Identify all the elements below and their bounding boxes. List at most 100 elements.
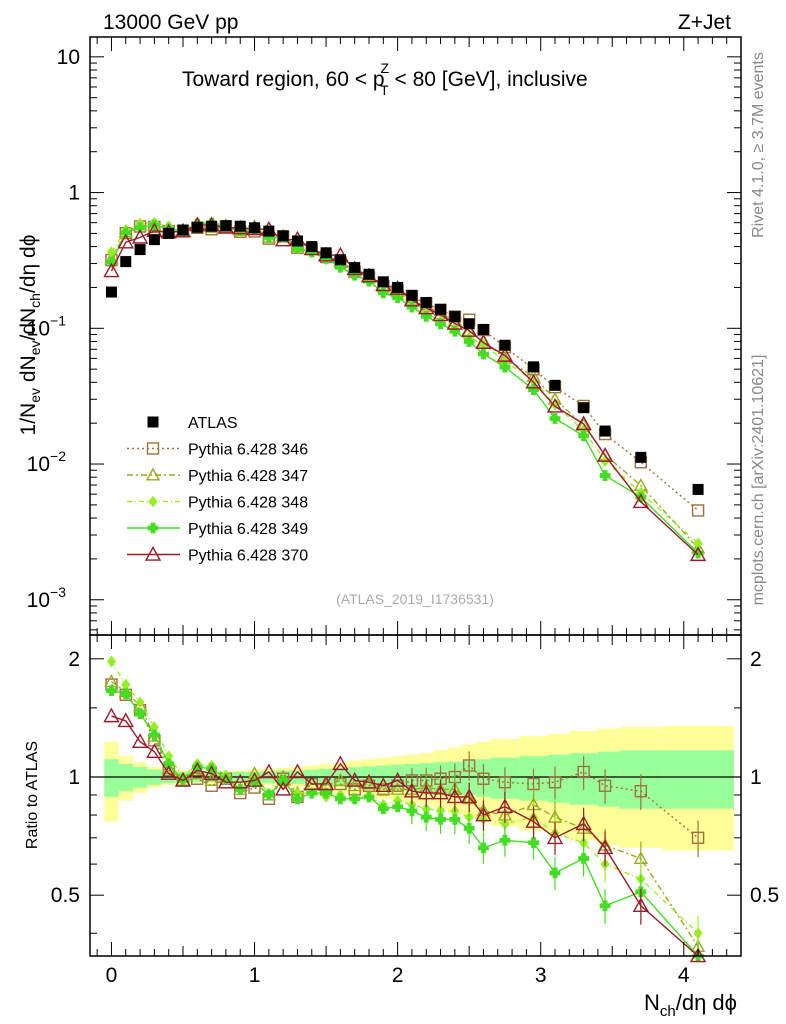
- ratio-point-pythia-6-428-370: [217, 773, 235, 789]
- point-pythia-6-428-370: [496, 347, 514, 362]
- atlas-point: [249, 222, 261, 234]
- point-pythia-6-428-349: [420, 310, 432, 322]
- ratio-point-pythia-6-428-347: [347, 778, 362, 792]
- point-pythia-6-428-349: [463, 336, 475, 347]
- ratio-point-pythia-6-428-349: [499, 834, 511, 846]
- y-tick-exp: −3: [50, 584, 66, 600]
- ratio-point-pythia-6-428-349: [134, 708, 146, 720]
- legend-label: Pythia 6.428 348: [188, 495, 308, 512]
- ratio-point-pythia-6-428-370: [117, 712, 134, 728]
- ratio-y-tick-label-right: 2: [750, 648, 762, 671]
- ratio-point-pythia-6-428-370: [174, 772, 192, 787]
- ratio-point-pythia-6-428-370: [546, 829, 564, 845]
- y-tick-label: 10−2: [27, 448, 67, 476]
- atlas-point: [105, 286, 117, 298]
- atlas-point: [377, 276, 389, 288]
- title-pre: Toward region, 60 < p: [182, 68, 385, 91]
- ratio-point-pythia-6-428-370: [203, 765, 220, 780]
- ratio-point-pythia-6-428-370: [317, 775, 335, 791]
- ratio-point-pythia-6-428-346: [691, 831, 705, 845]
- ratio-point-pythia-6-428-370: [446, 788, 464, 804]
- series-line-pythia-6-428-346: [110, 225, 699, 511]
- ratio-point-pythia-6-428-349: [449, 813, 461, 825]
- ratio-line-pythia-6-428-348: [110, 661, 699, 934]
- ratio-point-pythia-6-428-370: [496, 798, 514, 814]
- point-pythia-6-428-349: [499, 361, 511, 373]
- ratio-y-tick-label: 0.5: [51, 884, 80, 907]
- point-pythia-6-428-349: [435, 318, 446, 330]
- ratio-point-pythia-6-428-370: [332, 755, 349, 771]
- point-pythia-6-428-349: [599, 470, 611, 481]
- point-pythia-6-428-370: [525, 373, 542, 389]
- source-label: mcplots.cern.ch [arXiv:2401.10621]: [750, 355, 767, 606]
- ratio-point-pythia-6-428-349: [148, 729, 160, 741]
- ratio-point-pythia-6-428-349: [478, 842, 489, 854]
- point-pythia-6-428-370: [596, 447, 614, 462]
- ratio-point-pythia-6-428-370: [403, 782, 421, 798]
- point-pythia-6-428-349: [478, 348, 489, 360]
- ratio-frame: [89, 634, 742, 957]
- atlas-point: [220, 220, 232, 232]
- atlas-point: [291, 235, 303, 247]
- x-axis-label: Nch/dη dϕ: [644, 990, 737, 1020]
- atlas-point: [349, 262, 361, 274]
- series-line-pythia-6-428-347: [110, 224, 699, 549]
- atlas-point: [449, 311, 461, 323]
- atlas-point: [599, 425, 611, 437]
- legend-marker: [147, 416, 159, 428]
- main-frame: [89, 36, 742, 636]
- point-pythia-6-428-370: [131, 228, 149, 244]
- atlas-point: [134, 244, 146, 256]
- ratio-point-pythia-6-428-349: [292, 793, 303, 805]
- ratio-point-pythia-6-428-349: [320, 787, 332, 799]
- point-pythia-6-428-349: [292, 243, 303, 254]
- atlas-point: [549, 379, 561, 391]
- stat-band: [547, 754, 570, 803]
- atlas-point: [163, 227, 175, 239]
- y-tick-label: 1: [68, 182, 80, 205]
- ratio-point-pythia-6-428-349: [120, 688, 132, 700]
- atlas-point: [177, 224, 189, 236]
- stat-band: [662, 750, 734, 809]
- process-label: Z+Jet: [678, 11, 731, 34]
- ratio-point-pythia-6-428-349: [249, 776, 260, 788]
- chart-title: Toward region, 60 < pZ T < 80 [GeV], incl…: [182, 60, 588, 98]
- ratio-point-pythia-6-428-370: [131, 733, 149, 749]
- atlas-point: [120, 256, 132, 268]
- ratio-y-tick-label-right: 0.5: [750, 884, 779, 907]
- ratio-point-pythia-6-428-370: [260, 763, 278, 779]
- ratio-point-pythia-6-428-346: [634, 785, 648, 798]
- x-tick-label: 1: [249, 964, 261, 987]
- x-tick-label: 0: [106, 964, 118, 987]
- ratio-point-pythia-6-428-370: [475, 806, 492, 822]
- point-pythia-6-428-370: [689, 546, 707, 562]
- atlas-point: [148, 234, 160, 246]
- ratio-point-pythia-6-428-347: [333, 773, 348, 786]
- ratio-line-pythia-6-428-347: [111, 681, 699, 947]
- ratio-point-pythia-6-428-349: [263, 789, 275, 801]
- ratio-y-tick-label-right: 1: [750, 766, 762, 789]
- atlas-point: [499, 339, 511, 351]
- ratio-point-pythia-6-428-370: [289, 763, 306, 779]
- series-line-pythia-6-428-370: [110, 224, 699, 556]
- ratio-point-pythia-6-428-349: [363, 791, 375, 803]
- ratio-point-pythia-6-428-370: [303, 775, 320, 791]
- y-tick-label: 10−1: [27, 312, 67, 340]
- ratio-point-pythia-6-428-347: [390, 781, 405, 795]
- stat-band: [104, 759, 119, 797]
- ratio-point-pythia-6-428-349: [599, 900, 611, 912]
- ratio-point-pythia-6-428-370: [389, 772, 406, 787]
- stat-band: [597, 751, 620, 807]
- point-pythia-6-428-349: [578, 430, 590, 442]
- atlas-point: [435, 303, 447, 315]
- atlas-point: [234, 220, 246, 232]
- legend-marker: [147, 522, 159, 534]
- x-tick-label: 4: [678, 964, 690, 987]
- point-pythia-6-428-370: [117, 233, 134, 249]
- ratio-point-pythia-6-428-349: [420, 811, 432, 823]
- point-pythia-6-428-370: [446, 315, 464, 330]
- atlas-point: [635, 451, 647, 463]
- atlas-point: [420, 296, 432, 308]
- ratio-point-pythia-6-428-349: [220, 773, 232, 785]
